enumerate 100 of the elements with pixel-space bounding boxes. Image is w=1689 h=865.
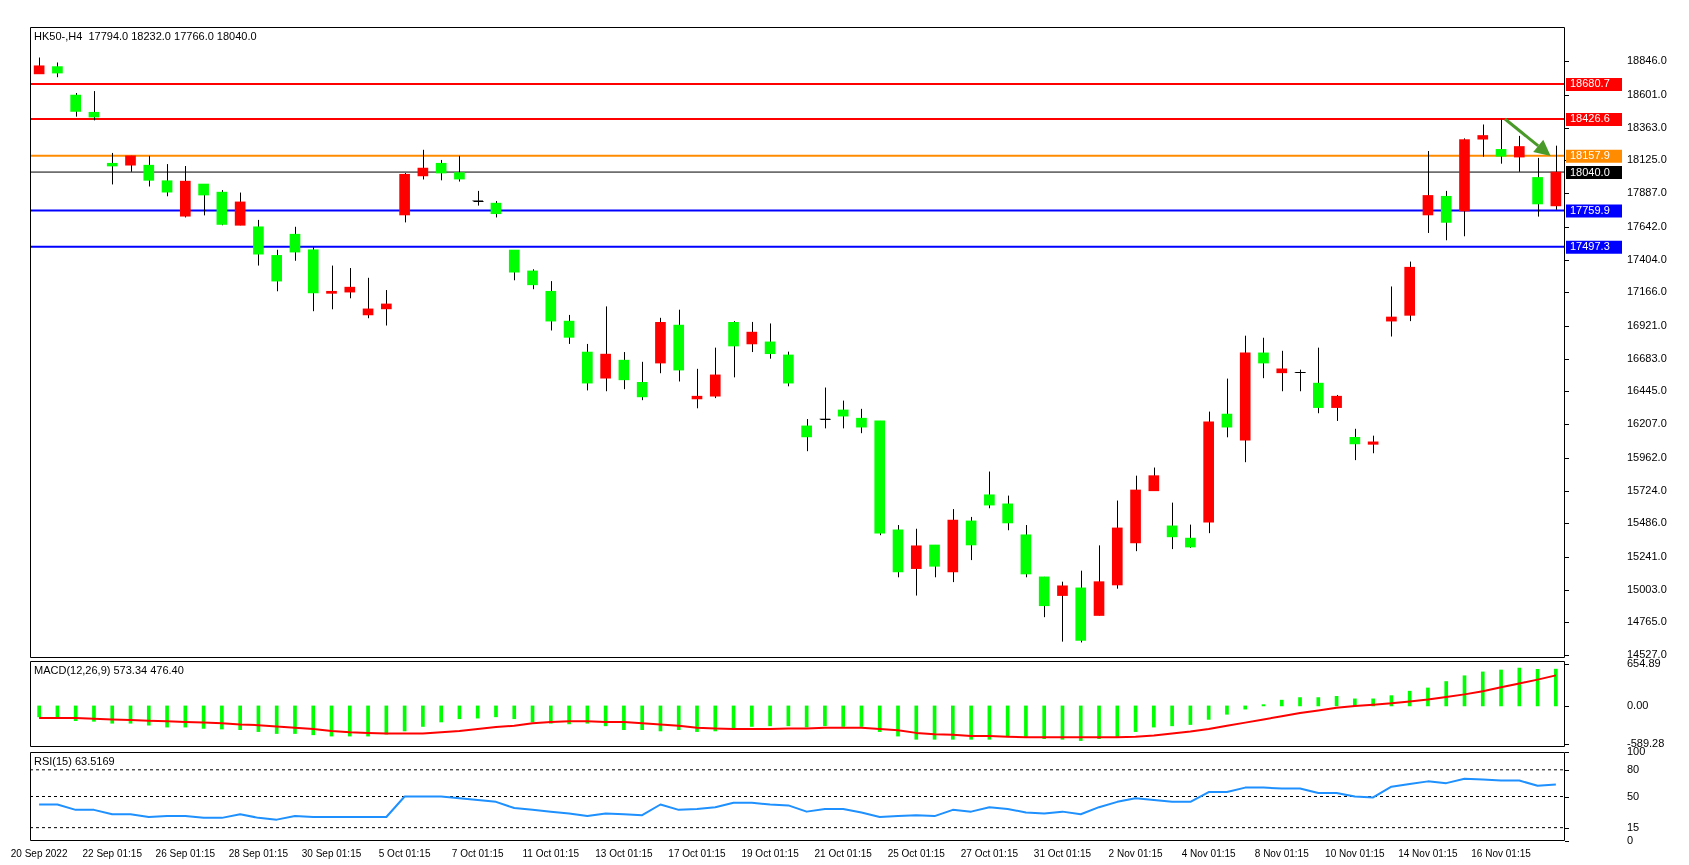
y-tick-label: 17166.0 (1627, 285, 1667, 298)
x-tick-label: 30 Sep 01:15 (301, 847, 362, 859)
candlestick (801, 418, 812, 452)
candlestick (1002, 495, 1013, 531)
bar (220, 705, 224, 730)
candlestick (326, 265, 337, 310)
y-tick-label: 18601.0 (1627, 87, 1667, 100)
bar (914, 705, 919, 740)
candlestick (929, 544, 940, 578)
bar (640, 705, 644, 730)
bar (238, 705, 242, 730)
bar (1480, 671, 1485, 707)
y-tick-label: 50 (1627, 789, 1640, 802)
bar (494, 705, 498, 718)
x-tick-label: 16 Nov 01:15 (1471, 847, 1532, 859)
bar (1554, 668, 1558, 707)
y-tick-label: 17404.0 (1627, 252, 1667, 265)
y-tick-label: 15241.0 (1627, 549, 1667, 562)
y-tick-label: 15486.0 (1627, 516, 1667, 529)
bar (1115, 705, 1120, 738)
bar (877, 705, 882, 732)
y-tick-label: 16445.0 (1627, 384, 1667, 397)
x-tick-label: 20 Sep 2022 (10, 847, 68, 859)
bar (37, 705, 41, 718)
x-tick-label: 5 Oct 01:15 (378, 847, 431, 859)
bar (622, 705, 626, 730)
candlestick (764, 322, 776, 360)
x-tick-label: 8 Nov 01:15 (1254, 847, 1310, 859)
bar (1316, 697, 1321, 707)
x-tick-label: 19 Oct 01:15 (741, 847, 800, 859)
candlestick (508, 249, 520, 281)
y-tick-label: 16207.0 (1627, 417, 1667, 430)
bar (1444, 681, 1449, 707)
bar (1279, 699, 1284, 707)
candlestick (636, 361, 648, 401)
candlestick (198, 183, 209, 216)
bar (274, 705, 279, 734)
x-tick-label: 28 Sep 01:15 (228, 847, 289, 859)
x-tick-label: 17 Oct 01:15 (668, 847, 727, 859)
candlestick (527, 268, 538, 290)
candlestick (856, 408, 867, 434)
y-tick-label: 0.00 (1627, 698, 1649, 711)
bar (1225, 705, 1229, 715)
bar (475, 705, 480, 719)
bar (749, 705, 754, 727)
x-tick-label: 26 Sep 01:15 (155, 847, 216, 859)
bar (1170, 705, 1174, 727)
y-tick-label: 0 (1627, 834, 1634, 847)
bar (676, 705, 681, 730)
bar (1097, 705, 1101, 739)
candlestick (1477, 123, 1489, 158)
candlestick (819, 387, 831, 429)
bar (347, 705, 352, 737)
chart-title: MACD(12,26,9) 573.34 476.40 (34, 664, 184, 677)
y-tick-label: 14765.0 (1627, 615, 1667, 628)
candlestick (289, 226, 301, 262)
ref-line-label: 18040.0 (1570, 165, 1610, 178)
y-tick-label: 18846.0 (1627, 54, 1667, 67)
bar (896, 705, 900, 737)
candlestick (381, 289, 392, 327)
y-tick-label: 17642.0 (1627, 219, 1667, 232)
candlestick (1148, 467, 1160, 492)
bar (512, 705, 517, 720)
x-tick-label: 27 Oct 01:15 (960, 847, 1019, 859)
y-tick-label: 15 (1627, 820, 1640, 833)
x-tick-label: 2 Nov 01:15 (1108, 847, 1163, 859)
ref-line-label: 18426.6 (1570, 112, 1610, 125)
candlestick (1331, 394, 1342, 422)
bar (165, 705, 169, 728)
chart-title: HK50-,H4 17794.0 18232.0 17766.0 18040.0 (34, 30, 257, 43)
bar (421, 705, 425, 727)
candlestick (1185, 524, 1196, 549)
bar (823, 705, 827, 727)
x-tick-label: 10 Nov 01:15 (1325, 847, 1386, 859)
bar (1517, 667, 1522, 707)
bar (183, 705, 188, 728)
x-tick-label: 22 Sep 01:15 (82, 847, 143, 859)
bar (146, 705, 151, 726)
x-tick-label: 7 Oct 01:15 (451, 847, 504, 859)
y-tick-label: 15962.0 (1627, 450, 1667, 463)
bar (951, 705, 955, 740)
bar (1078, 705, 1083, 741)
candlestick (746, 321, 758, 353)
y-tick-label: 14527.0 (1627, 648, 1667, 661)
x-tick-label: 14 Nov 01:15 (1398, 847, 1459, 859)
bar (1499, 669, 1503, 707)
ref-line-label: 18157.9 (1570, 149, 1610, 162)
candlestick (910, 528, 922, 597)
x-tick-label: 11 Oct 01:15 (522, 847, 580, 859)
y-tick-label: 17887.0 (1627, 186, 1667, 199)
x-tick-label: 31 Oct 01:15 (1033, 847, 1092, 859)
y-tick-label: 16683.0 (1627, 351, 1667, 364)
candlestick (837, 400, 849, 429)
ref-line-label: 17497.3 (1570, 240, 1610, 253)
y-tick-label: 16921.0 (1627, 318, 1667, 331)
bar (713, 705, 718, 732)
bar (439, 705, 443, 723)
x-tick-label: 21 Oct 01:15 (814, 847, 873, 859)
bar (969, 705, 973, 740)
bar (1152, 705, 1156, 728)
